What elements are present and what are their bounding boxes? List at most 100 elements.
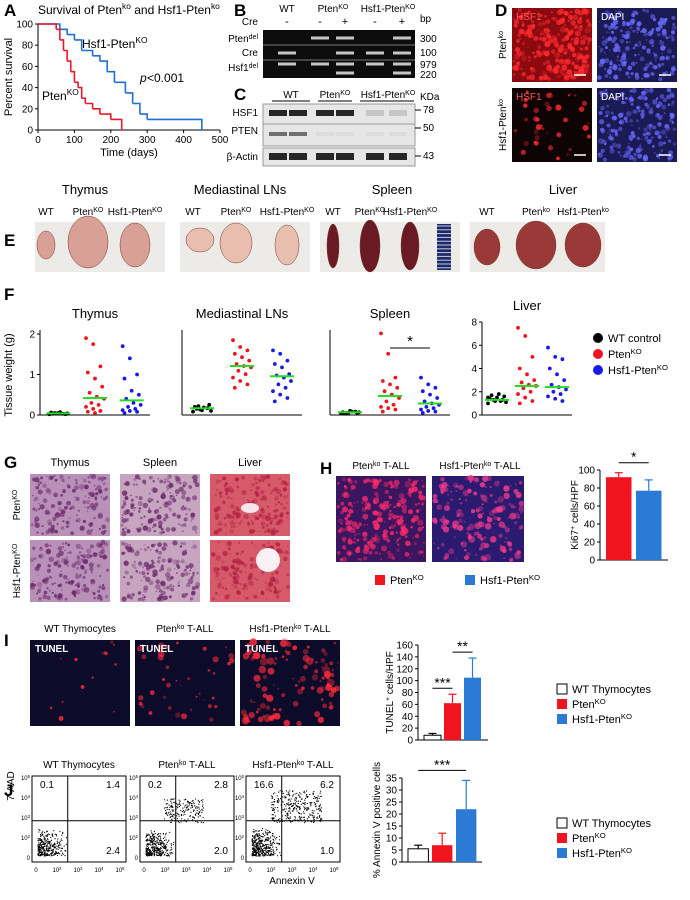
cell	[207, 704, 212, 709]
event	[252, 848, 254, 850]
cell	[523, 140, 529, 147]
cell	[125, 545, 129, 550]
event	[277, 806, 279, 809]
event	[296, 810, 298, 812]
text-run: 10	[266, 868, 273, 874]
data-point	[380, 379, 385, 383]
event	[253, 843, 255, 845]
event	[46, 838, 49, 840]
cell	[180, 572, 186, 578]
cell	[51, 582, 54, 586]
cell	[362, 531, 368, 537]
cell	[353, 541, 356, 544]
cell	[215, 555, 221, 561]
cell	[563, 10, 569, 16]
cell	[209, 717, 214, 722]
event	[314, 797, 316, 800]
cell	[546, 132, 548, 134]
cell	[361, 507, 367, 512]
cell	[650, 107, 653, 110]
survival-step	[85, 102, 94, 109]
cell	[553, 36, 558, 41]
event	[59, 843, 61, 845]
lane-header: PtenKO	[320, 90, 351, 102]
event	[310, 803, 312, 805]
cell	[623, 153, 629, 158]
cell	[29, 584, 36, 590]
cell	[579, 12, 582, 15]
cell	[266, 718, 269, 722]
cell	[225, 587, 228, 590]
event	[267, 852, 270, 855]
data-point	[276, 382, 281, 387]
event	[49, 841, 51, 843]
cell	[397, 543, 400, 546]
event	[153, 850, 156, 852]
cell	[163, 595, 168, 601]
cell	[527, 46, 529, 48]
cell	[524, 117, 528, 122]
cell	[609, 76, 611, 79]
gel-band	[336, 36, 354, 40]
cell	[640, 30, 643, 33]
event	[313, 815, 315, 817]
event	[149, 853, 151, 855]
event	[280, 804, 282, 806]
cell	[534, 135, 540, 141]
cell	[229, 488, 235, 494]
blot-band	[389, 110, 407, 116]
cell	[608, 136, 610, 139]
cell	[76, 582, 81, 586]
cell	[396, 538, 399, 542]
event	[41, 851, 43, 853]
x-tick-label: 105	[329, 866, 339, 875]
event	[255, 830, 257, 832]
cell	[394, 524, 397, 527]
event	[164, 845, 166, 847]
cell	[256, 707, 261, 712]
cell	[70, 531, 75, 536]
superscript: 5	[122, 866, 125, 871]
event	[161, 846, 163, 848]
cell	[140, 516, 143, 520]
cell	[383, 529, 389, 535]
cell	[618, 126, 623, 132]
cell	[272, 577, 277, 583]
cell	[235, 559, 240, 565]
event	[293, 819, 296, 821]
cell	[53, 492, 59, 498]
text-run: 10	[308, 868, 315, 874]
cell	[215, 479, 220, 484]
cell	[603, 142, 607, 146]
cell	[140, 523, 143, 526]
cell	[636, 119, 638, 121]
cell	[457, 518, 463, 524]
text-run: 10	[21, 836, 28, 842]
event	[39, 847, 41, 849]
event	[187, 801, 189, 804]
event	[166, 841, 168, 844]
cell	[363, 543, 368, 548]
superscript: KO	[375, 207, 386, 214]
event	[182, 803, 184, 805]
event	[193, 809, 195, 812]
cell	[314, 711, 321, 718]
cell	[191, 476, 193, 479]
legend-swatch	[557, 833, 567, 843]
event	[280, 811, 282, 813]
text-run: Pten	[73, 207, 94, 218]
cell	[670, 34, 675, 39]
event	[267, 833, 269, 835]
cell	[263, 714, 272, 723]
cell	[292, 645, 298, 651]
cell	[452, 520, 459, 527]
cell	[114, 663, 117, 666]
cell	[555, 104, 562, 111]
legend-label: PtenKO	[608, 347, 642, 362]
event	[256, 830, 258, 832]
event	[168, 804, 170, 806]
event	[202, 799, 204, 801]
cell	[73, 594, 77, 598]
event	[177, 820, 179, 823]
cell	[121, 516, 123, 519]
